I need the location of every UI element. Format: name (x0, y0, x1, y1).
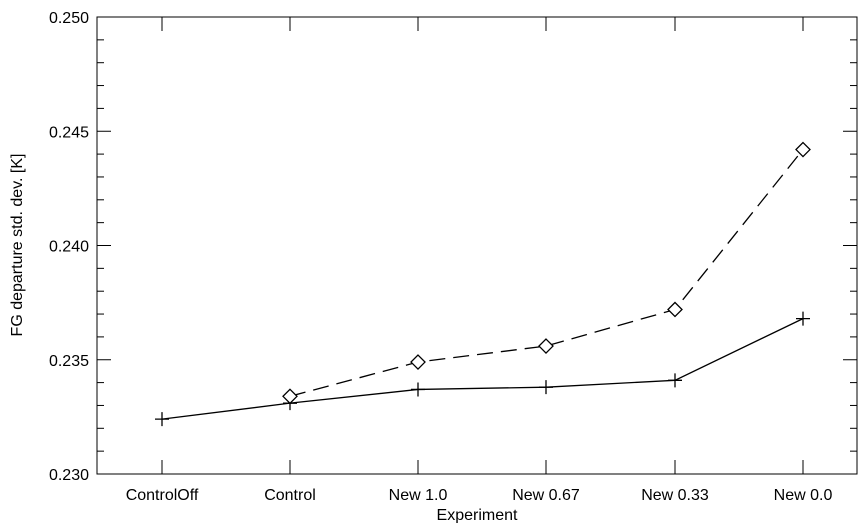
x-tick-label: New 0.67 (512, 487, 580, 504)
y-tick-label: 0.240 (49, 239, 89, 256)
diamond-marker (795, 141, 811, 158)
diamond-marker (410, 354, 426, 370)
plot-frame (96, 16, 858, 475)
x-axis-title: Experiment (437, 507, 518, 523)
plus-marker (668, 373, 682, 388)
y-tick-label: 0.235 (49, 353, 89, 370)
y-axis: 0.230 0.235 0.240 0.245 0.250 (49, 10, 857, 484)
series-1 (155, 311, 810, 427)
diamond-marker (538, 338, 554, 354)
series-layer (155, 141, 811, 427)
x-tick-label: New 0.33 (641, 487, 709, 504)
series-2 (282, 141, 811, 405)
x-tick-label: New 0.0 (774, 487, 833, 504)
series-line (161, 318, 804, 420)
plus-marker (411, 382, 425, 397)
y-tick-label: 0.245 (49, 124, 89, 141)
diamond-marker (667, 301, 683, 318)
plus-marker (155, 412, 169, 427)
x-tick-label: Control (264, 487, 316, 504)
diamond-marker (282, 388, 298, 405)
y-tick-label: 0.230 (49, 467, 89, 484)
x-axis: ControlOff Control New 1.0 New 0.67 New 0.33… (126, 17, 833, 504)
x-tick-label: New 1.0 (389, 487, 448, 504)
series-line (289, 149, 804, 397)
plus-marker (796, 311, 810, 326)
y-tick-label: 0.250 (49, 10, 89, 27)
y-axis-title: FG departure std. dev. [K] (9, 154, 26, 337)
x-tick-label: ControlOff (126, 487, 199, 504)
plus-marker (539, 380, 553, 395)
